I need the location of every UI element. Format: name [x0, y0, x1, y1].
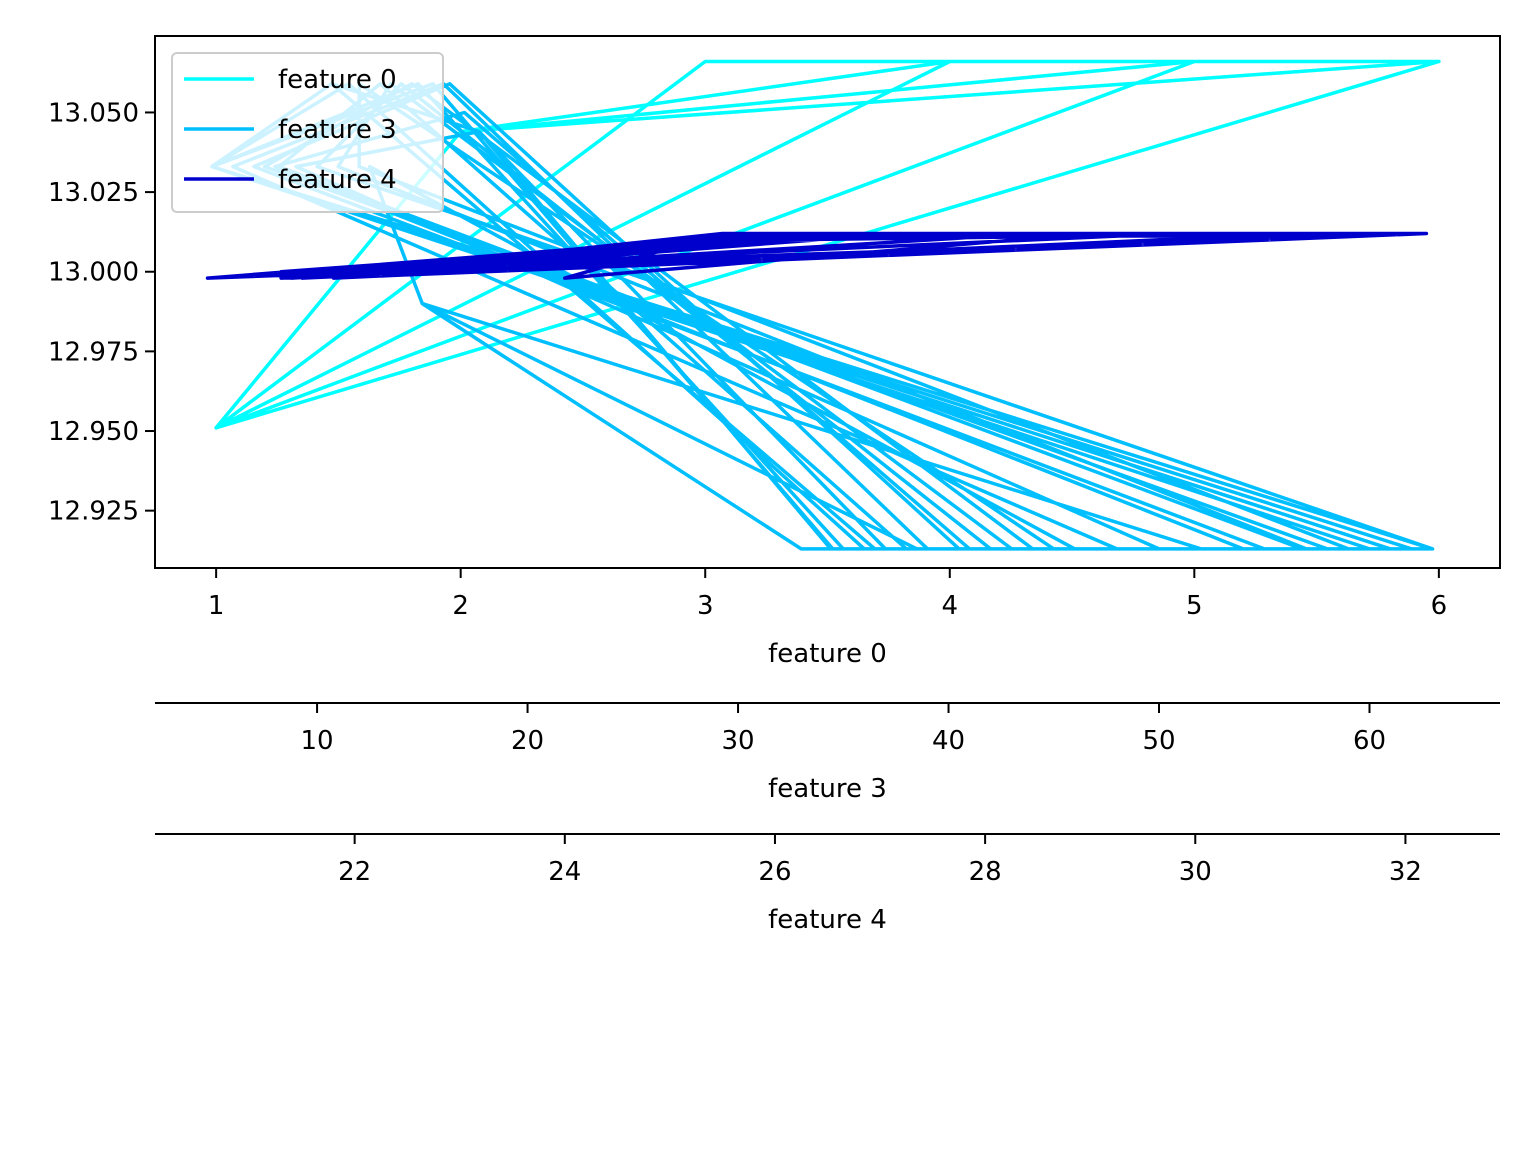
x-tick-label: 2: [452, 591, 469, 621]
x-tick-label: 30: [1179, 857, 1212, 887]
x-tick-label: 30: [721, 726, 754, 756]
x-axis-title: feature 0: [768, 639, 887, 669]
x-axis-title: feature 3: [768, 774, 887, 804]
series-line-0: [214, 59, 1441, 430]
x-tick-label: 28: [969, 857, 1002, 887]
x-tick-label: 3: [697, 591, 714, 621]
x-tick-label: 24: [548, 857, 581, 887]
x-axes: 1 2 3 4 5 6 feature 0 10 20 30 40 50 60 feature 3 22 24…: [155, 568, 1500, 935]
y-tick-label: 13.025: [48, 178, 139, 208]
x-tick-label: 6: [1431, 591, 1448, 621]
y-axis: 12.925 12.950 12.975 13.000 13.025 13.050: [48, 98, 155, 527]
legend-box: [171, 52, 444, 213]
legend-label-2: feature 4: [278, 165, 397, 195]
x-tick-label: 32: [1389, 857, 1422, 887]
x-axis-feature3: 10 20 30 40 50 60 feature 3: [155, 702, 1500, 804]
x-axis-title: feature 4: [768, 905, 887, 935]
x-tick-label: 26: [758, 857, 791, 887]
x-tick-label: 1: [208, 591, 225, 621]
x-tick-label: 10: [301, 726, 334, 756]
x-tick-label: 20: [511, 726, 544, 756]
y-tick-label: 13.000: [48, 258, 139, 288]
y-tick-label: 12.925: [48, 497, 139, 527]
x-tick-label: 60: [1353, 726, 1386, 756]
series-line-2: [205, 231, 1429, 280]
x-axis-feature0: 1 2 3 4 5 6 feature 0: [208, 568, 1447, 669]
x-tick-label: 22: [338, 857, 371, 887]
plot-frame: [154, 35, 1501, 569]
x-tick-label: 50: [1142, 726, 1175, 756]
y-tick-label: 12.950: [48, 417, 139, 447]
legend-label-1: feature 3: [278, 115, 397, 145]
x-tick-label: 40: [932, 726, 965, 756]
y-tick-label: 12.975: [48, 337, 139, 367]
x-axis-feature4: 22 24 26 28 30 32 feature 4: [155, 833, 1500, 935]
y-tick-label: 13.050: [48, 98, 139, 128]
x-tick-label: 5: [1186, 591, 1203, 621]
legend: feature 0 feature 3 feature 4: [171, 52, 444, 213]
legend-label-0: feature 0: [278, 65, 397, 95]
x-tick-label: 4: [941, 591, 958, 621]
